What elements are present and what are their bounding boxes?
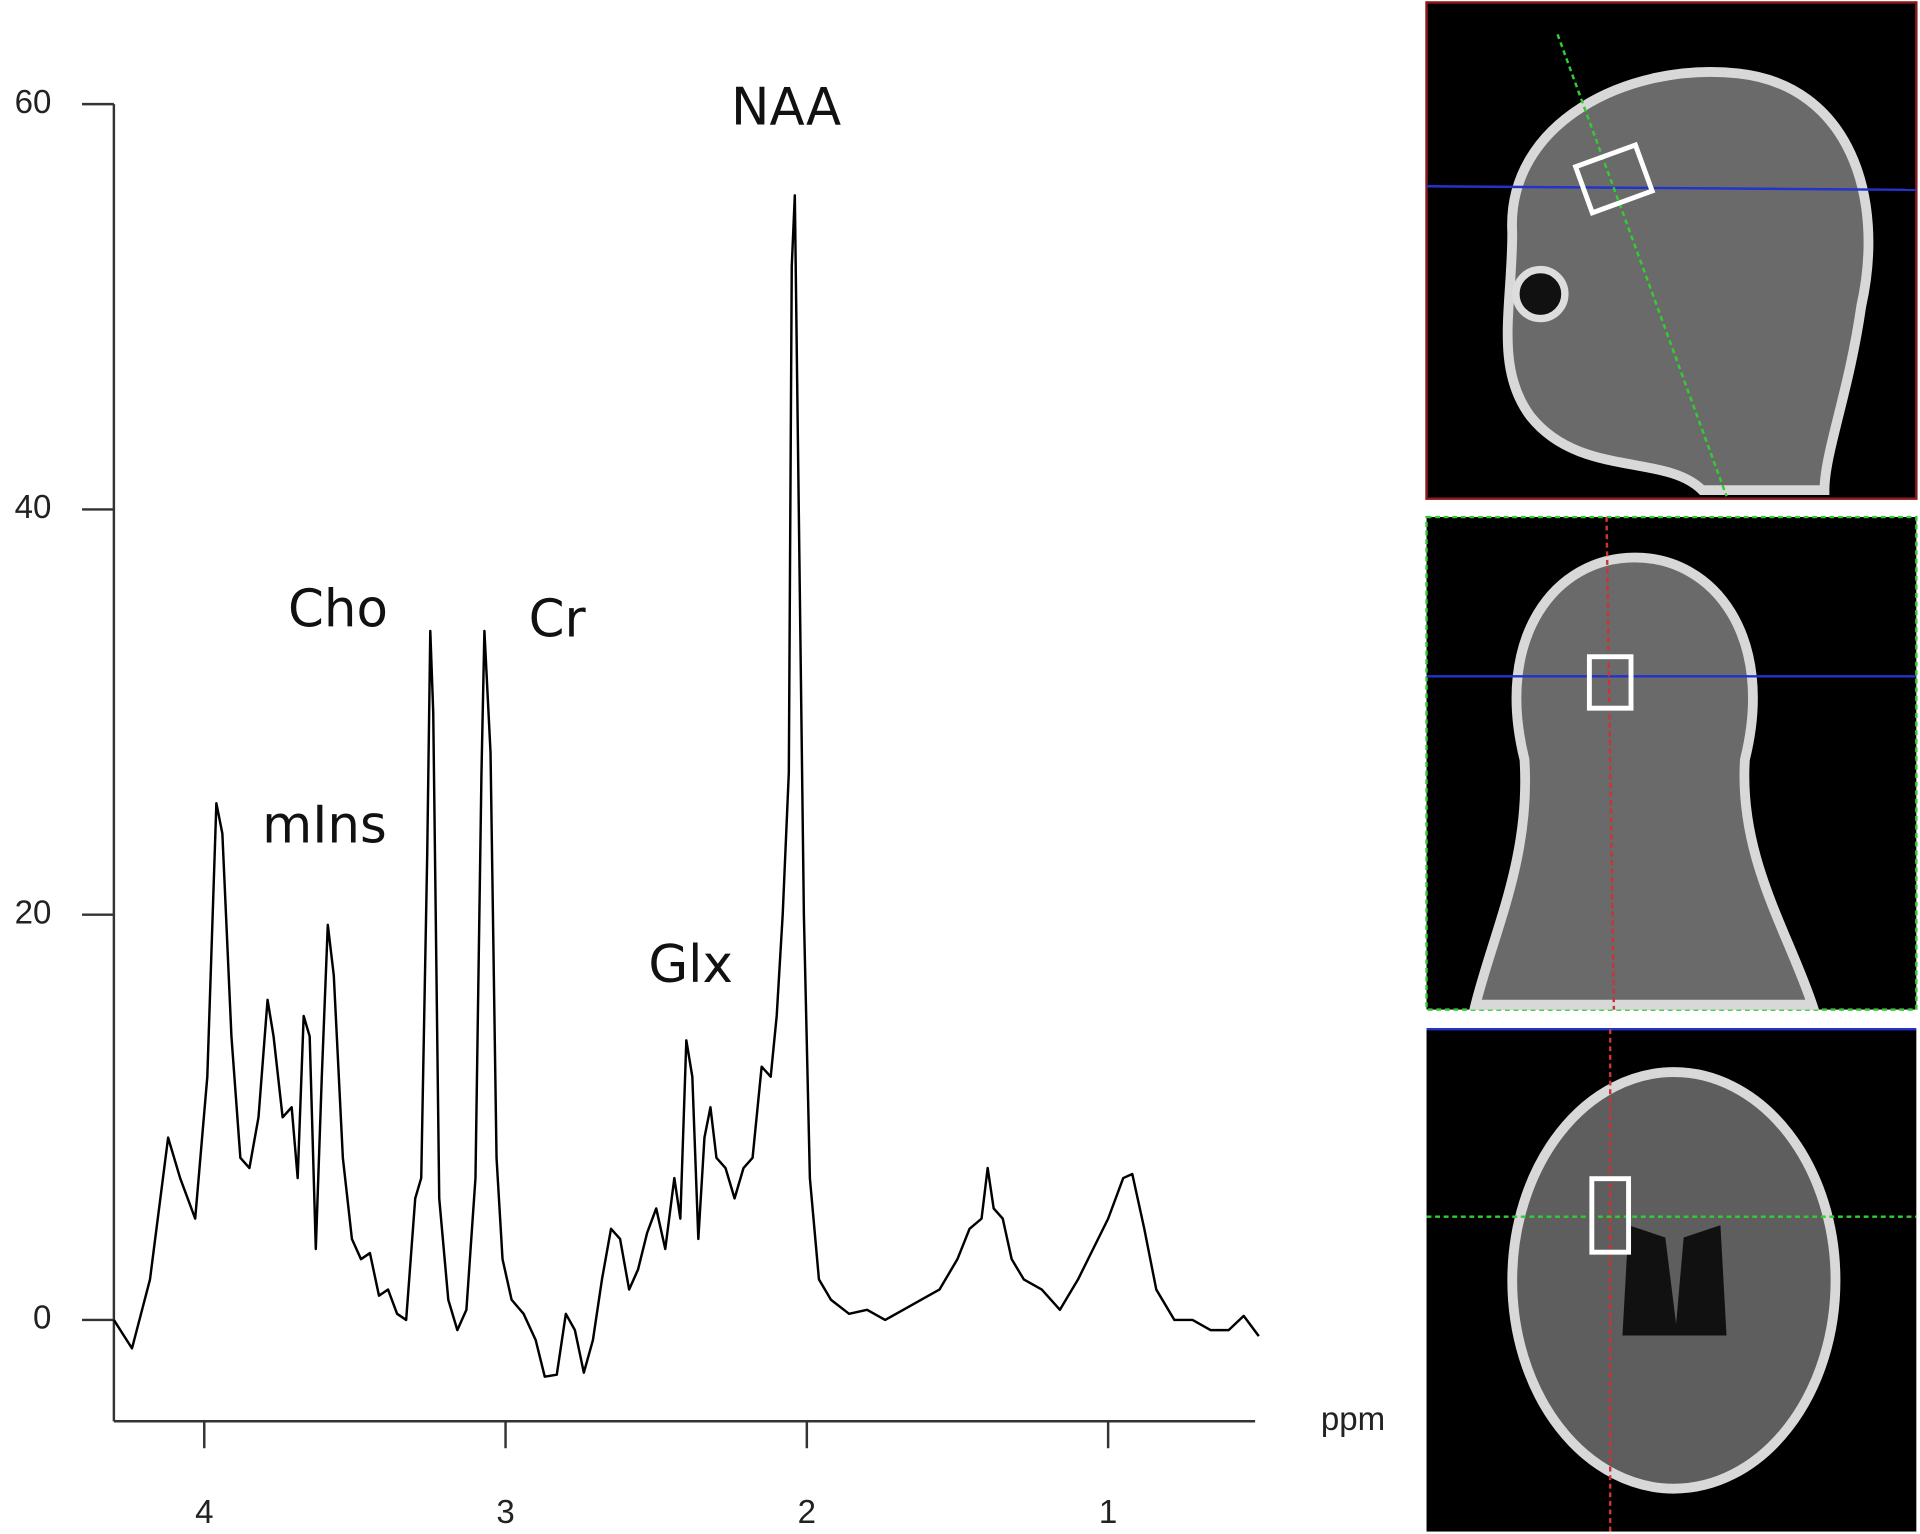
- x-tick-label: 3: [496, 1494, 514, 1531]
- y-tick-label: 40: [15, 489, 52, 526]
- peak-label: NAA: [731, 77, 841, 137]
- sagittal-head: [1502, 67, 1874, 495]
- x-tick-label: 1: [1099, 1494, 1117, 1531]
- ventricles: [1622, 1225, 1727, 1336]
- peak-label: mIns: [262, 795, 387, 855]
- y-tick-label: 0: [33, 1300, 51, 1337]
- mri-panels: [1425, 1, 1918, 1532]
- y-tick-label: 20: [15, 894, 52, 931]
- voxel-box: [1572, 141, 1656, 216]
- sagittal-eye: [1512, 265, 1569, 323]
- voxel-box: [1586, 654, 1634, 711]
- x-tick-label: 4: [195, 1494, 213, 1531]
- axial-head: [1507, 1067, 1841, 1494]
- x-tick-label: 2: [798, 1494, 816, 1531]
- ref-line: [1426, 185, 1917, 192]
- spectrum-line: [112, 194, 1260, 1378]
- peak-label: Cho: [288, 580, 388, 640]
- ref-line: [1556, 33, 1728, 497]
- peak-label: Glx: [648, 935, 733, 995]
- voxel-box: [1589, 1176, 1632, 1255]
- coronal-head: [1469, 552, 1820, 1010]
- x-axis-label: ppm: [1321, 1401, 1385, 1438]
- y-tick-label: 60: [15, 84, 52, 121]
- peak-label: Cr: [529, 589, 587, 649]
